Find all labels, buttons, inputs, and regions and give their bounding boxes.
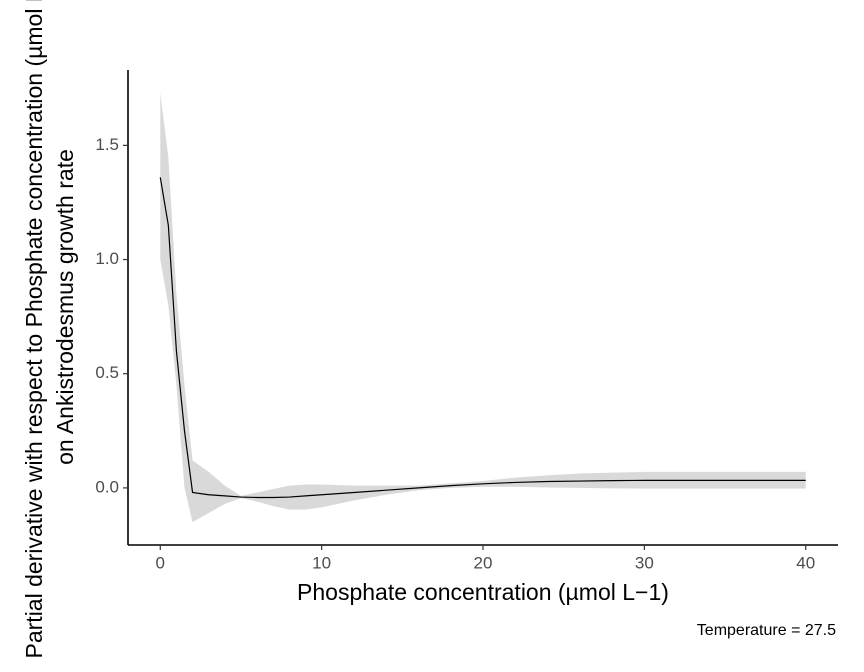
y-axis-title: on Ankistrodesmus growth rate (52, 149, 78, 465)
y-tick-label: 0.5 (95, 363, 119, 382)
x-axis-title: Phosphate concentration (µmol L−1) (297, 579, 669, 605)
x-tick-label: 10 (312, 553, 331, 572)
y-axis-title: Partial derivative with respect to Phosp… (21, 0, 47, 658)
y-tick-label: 0.0 (95, 477, 119, 496)
x-tick-label: 20 (474, 553, 493, 572)
x-tick-label: 0 (156, 553, 165, 572)
y-tick-label: 1.5 (95, 135, 119, 154)
caption: Temperature = 27.5 (697, 622, 836, 639)
y-tick-label: 1.0 (95, 249, 119, 268)
x-tick-label: 30 (635, 553, 654, 572)
line (159, 177, 806, 499)
x-tick-label: 40 (796, 553, 815, 572)
confidence-band (160, 92, 806, 523)
